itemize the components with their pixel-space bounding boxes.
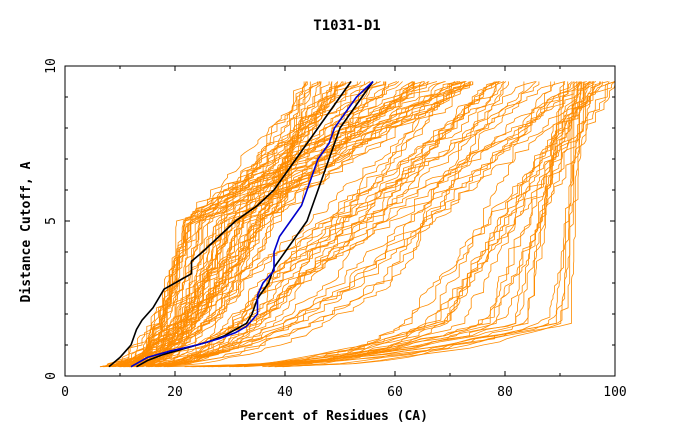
model-curve	[164, 81, 471, 368]
model-curve	[120, 81, 425, 368]
model-curve	[154, 81, 500, 368]
highlighted-model-lines	[108, 80, 374, 368]
model-curve	[128, 81, 616, 368]
model-curve	[110, 81, 461, 367]
model-curve	[262, 81, 581, 368]
model-curve	[112, 81, 333, 368]
series-line	[108, 81, 352, 368]
model-curve	[120, 81, 445, 368]
model-curve	[155, 81, 587, 368]
x-axis-label: Percent of Residues (CA)	[240, 409, 428, 424]
background-model-lines	[99, 81, 616, 368]
model-curve	[129, 81, 397, 368]
model-curve	[141, 81, 308, 368]
model-curve	[157, 81, 500, 368]
model-curve	[192, 81, 590, 368]
model-curve	[151, 81, 465, 368]
model-curve	[129, 81, 465, 368]
x-tick-label: 60	[387, 385, 403, 400]
model-curve	[274, 81, 579, 368]
model-curve	[282, 81, 564, 368]
model-curve	[164, 81, 504, 368]
model-curve	[103, 81, 318, 368]
model-curve	[105, 81, 378, 367]
model-curve	[133, 81, 467, 367]
model-curve	[109, 81, 366, 368]
model-curve	[268, 81, 609, 368]
model-curve	[235, 81, 603, 368]
y-axis-label: Distance Cutoff, A	[19, 161, 34, 302]
x-tick-label: 40	[277, 385, 293, 400]
x-tick-label: 100	[603, 385, 626, 400]
x-axis-ticks: 0 20 40 60 80 100	[61, 66, 627, 400]
model-curve	[125, 81, 415, 368]
model-curve	[120, 81, 536, 368]
model-curve	[141, 81, 344, 368]
model-curve	[114, 81, 413, 368]
chart-title: T1031-D1	[313, 18, 380, 34]
model-curve	[232, 81, 581, 368]
model-curve	[120, 81, 470, 368]
model-curve	[274, 81, 592, 368]
model-curve	[210, 81, 573, 368]
model-curve	[124, 81, 509, 368]
model-curve	[199, 81, 593, 368]
model-curve	[207, 81, 582, 368]
model-curve	[243, 81, 552, 368]
model-curve	[123, 81, 566, 368]
model-curve	[126, 81, 446, 368]
model-curve	[130, 81, 343, 368]
model-curve	[125, 81, 466, 368]
model-curve	[166, 81, 575, 368]
model-curve	[100, 81, 472, 368]
y-tick-label: 5	[44, 217, 59, 225]
model-curve	[146, 81, 569, 368]
model-curve	[136, 81, 555, 368]
model-curve	[118, 81, 403, 368]
y-tick-label: 10	[44, 58, 59, 74]
model-curve	[120, 81, 352, 367]
model-curve	[148, 81, 537, 368]
y-axis-ticks: 0 5 10	[44, 58, 615, 380]
model-curve	[135, 81, 371, 368]
model-curve	[130, 81, 578, 368]
model-curve	[229, 81, 585, 368]
model-curve	[105, 81, 321, 368]
series-line	[130, 80, 374, 368]
model-curve	[192, 81, 565, 368]
model-curve	[108, 81, 470, 368]
model-curve	[102, 81, 387, 368]
model-curve	[120, 81, 474, 368]
model-curve	[123, 81, 423, 368]
y-tick-label: 0	[44, 372, 59, 380]
x-tick-label: 0	[61, 385, 69, 400]
model-curve	[134, 81, 505, 368]
model-curve	[123, 81, 616, 368]
model-curve	[190, 81, 610, 368]
model-curve	[156, 81, 467, 368]
x-tick-label: 20	[167, 385, 183, 400]
model-curve	[148, 81, 525, 368]
x-tick-label: 80	[497, 385, 513, 400]
model-curve	[113, 81, 362, 368]
model-curve	[184, 81, 616, 368]
model-curve	[125, 81, 305, 368]
model-curve	[283, 81, 595, 368]
